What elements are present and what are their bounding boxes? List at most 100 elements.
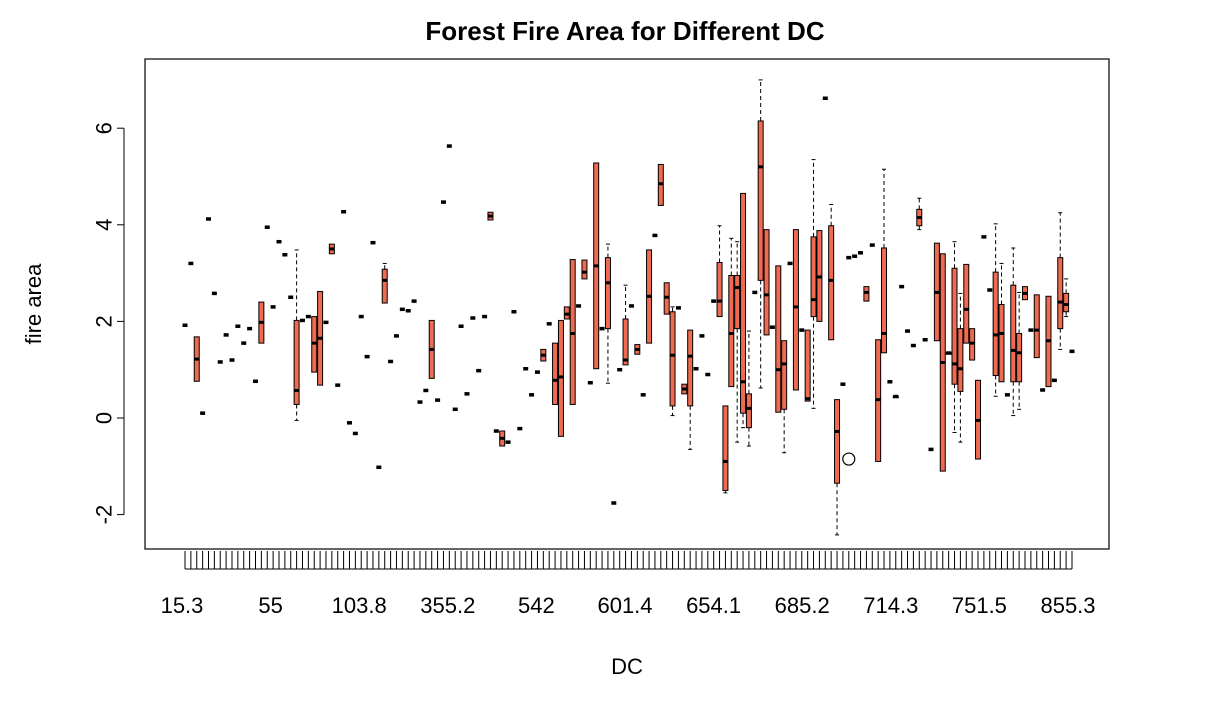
x-tick-label: 542 [518,593,555,618]
box [1063,292,1070,313]
y-axis-label: fire area [21,263,46,344]
box [293,319,300,405]
box-group [834,399,841,536]
box [381,268,388,304]
box-group [763,229,770,336]
box-group [933,242,940,342]
box-group [258,301,265,344]
box-group [939,253,946,472]
box [781,340,788,410]
box-group [293,249,300,421]
box-group [969,328,976,361]
box [992,271,999,376]
x-tick-label: 15.3 [161,593,204,618]
box [1057,257,1064,330]
boxes-layer [182,79,1075,536]
box [810,236,817,318]
box-group [646,249,653,344]
box [581,259,588,280]
box-group [775,265,782,413]
x-axis-label: DC [611,654,643,679]
box-group [1063,278,1070,318]
box-group [892,394,899,399]
x-tick-label: 601.4 [597,593,652,618]
box [957,328,964,392]
x-tick-label: 751.5 [952,593,1007,618]
box-group [998,262,1005,383]
box-group [745,330,752,447]
x-tick-label: 855.3 [1040,593,1095,618]
box-group [816,230,823,322]
box-group [992,223,999,397]
box-group [716,225,723,318]
box [951,267,958,385]
box-group [1010,247,1017,417]
box-group [681,383,688,395]
box-group [828,204,835,341]
x-tick-label: 685.2 [775,593,830,618]
box [734,275,741,330]
box [881,247,888,354]
box-group [593,162,600,370]
box [722,405,729,491]
box-group [1033,294,1040,359]
plot-frame [144,58,1110,550]
box-group [540,348,547,362]
box-group [863,286,870,302]
box-group [781,340,788,454]
y-tick-label: 4 [92,219,117,231]
box [716,261,723,318]
box [792,229,799,391]
box-group [1016,291,1023,410]
y-axis: -2 0 2 4 6 [92,122,125,524]
box [1010,284,1017,383]
box-group [810,159,817,409]
box-group [663,282,670,315]
box [552,342,559,405]
box-group [622,284,629,366]
box [728,275,735,388]
box [828,225,835,341]
box [998,303,1005,383]
box-group [728,237,735,388]
box-group [963,263,970,344]
box [757,120,764,281]
box-group [604,243,611,384]
box [1016,332,1023,383]
box [669,311,676,407]
box-group [634,344,641,355]
box-group [499,430,506,447]
box [804,329,811,402]
x-tick-label: 355.2 [420,593,475,618]
box-group [1045,295,1052,388]
box-group [563,306,570,320]
y-tick-label: 0 [92,412,117,424]
box-group [916,197,923,231]
box-group [957,292,964,443]
box [745,393,752,429]
outlier-point [842,452,856,466]
x-tick-label: 55 [258,593,282,618]
box-group [657,163,664,206]
box-group [945,351,952,355]
box-group [792,229,799,391]
box-group [381,262,388,304]
box-group [1022,286,1029,301]
box [1033,294,1040,359]
box-group [975,379,982,460]
box [963,263,970,344]
box-group [804,329,811,402]
box-group [1057,212,1064,350]
box [622,318,629,366]
box [687,329,694,407]
y-tick-label: 2 [92,315,117,327]
box-group [487,211,494,221]
box-group [328,243,335,255]
y-tick-label: 6 [92,122,117,134]
box-group [311,316,318,373]
box-group [757,79,764,389]
box [740,192,747,414]
box-group [881,168,888,354]
y-tick-label: -2 [92,505,117,525]
